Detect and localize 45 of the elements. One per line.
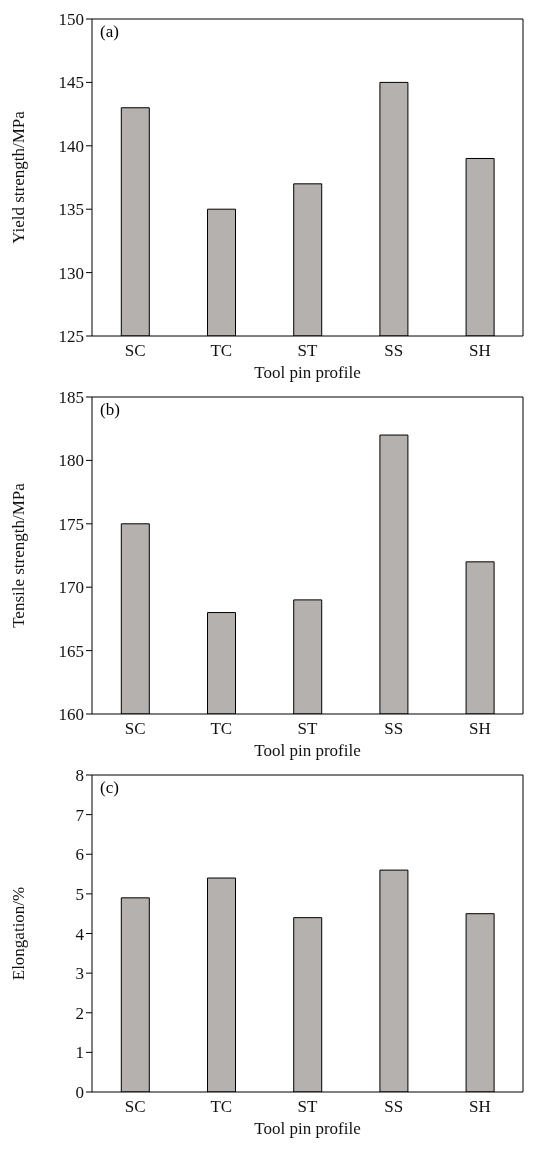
y-tick-label: 130 — [58, 263, 84, 283]
y-tick-label: 180 — [58, 451, 84, 471]
y-tick-label: 160 — [58, 705, 84, 725]
x-tick-label: TC — [210, 341, 233, 361]
annotation: (a) — [100, 22, 119, 42]
y-tick-label: 0 — [75, 1083, 84, 1103]
x-tick-label: ST — [297, 719, 319, 739]
x-tick-label: SC — [124, 1097, 146, 1117]
y-tick-label: 7 — [75, 805, 85, 825]
y-tick-label: 3 — [75, 964, 84, 984]
x-tick-label: SC — [124, 719, 146, 739]
y-tick-label: 170 — [58, 578, 84, 598]
x-tick-label: SS — [384, 1097, 404, 1117]
y-tick-label: 8 — [75, 766, 84, 786]
x-tick-label: SS — [384, 719, 404, 739]
x-tick-label: TC — [210, 1097, 233, 1117]
x-tick-label: SC — [124, 341, 146, 361]
y-tick-label: 2 — [75, 1003, 84, 1023]
y-tick-label: 150 — [58, 10, 84, 30]
x-axis-title: Tool pin profile — [254, 741, 361, 760]
y-tick-label: 1 — [75, 1043, 84, 1063]
y-tick-label: 135 — [58, 200, 84, 220]
x-tick-label: SH — [469, 341, 491, 361]
y-tick-label: 165 — [58, 641, 84, 661]
y-tick-label: 185 — [58, 388, 84, 408]
y-tick-label: 4 — [75, 924, 85, 944]
annotation: (b) — [100, 400, 120, 420]
y-tick-label: 140 — [58, 136, 84, 156]
x-tick-label: ST — [297, 341, 319, 361]
x-axis-title: Tool pin profile — [254, 363, 361, 382]
y-tick-label: 145 — [58, 73, 84, 93]
y-axis-title: Elongation/% — [9, 886, 29, 981]
y-axis-title: Tensile strength/MPa — [9, 482, 29, 628]
x-tick-label: SH — [469, 1097, 491, 1117]
annotation: (c) — [100, 778, 119, 798]
y-tick-label: 6 — [75, 845, 84, 865]
y-axis-title: Yield strength/MPa — [9, 110, 29, 244]
x-tick-label: ST — [297, 1097, 319, 1117]
x-tick-label: SH — [469, 719, 491, 739]
y-tick-label: 5 — [75, 884, 84, 904]
x-tick-label: TC — [210, 719, 233, 739]
y-tick-label: 125 — [58, 327, 84, 347]
x-axis-title: Tool pin profile — [254, 1119, 361, 1138]
y-tick-label: 175 — [58, 514, 84, 534]
x-tick-label: SS — [384, 341, 404, 361]
